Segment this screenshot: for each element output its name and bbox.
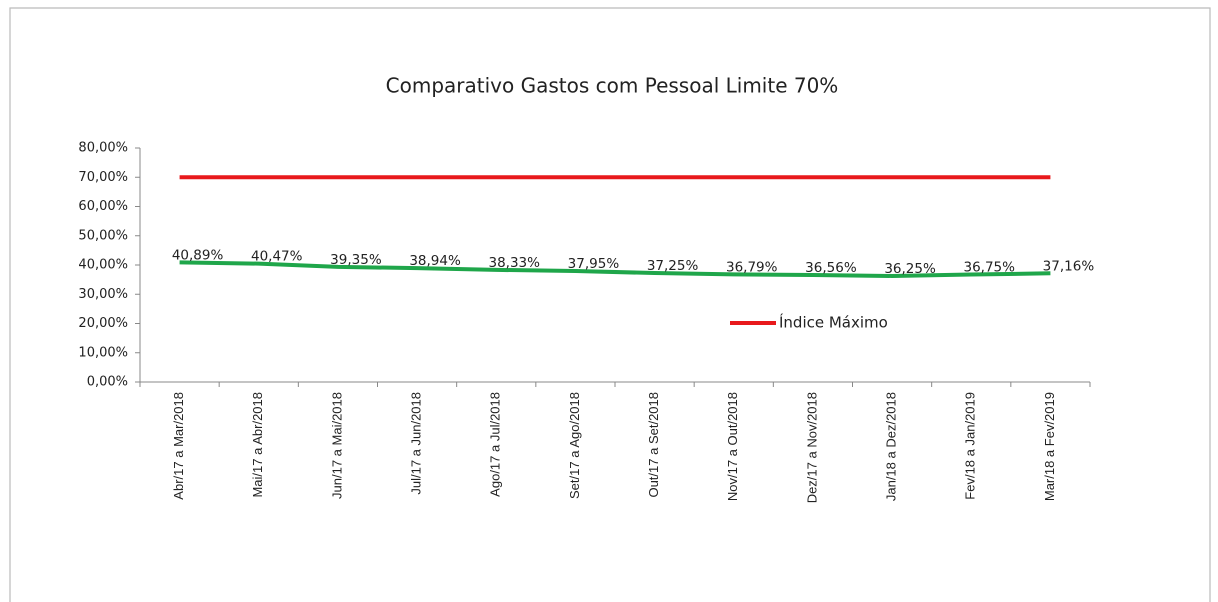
x-tick-label: Mar/18 a Fev/2019 xyxy=(1042,392,1057,501)
data-label: 36,56% xyxy=(805,260,857,276)
chart-frame xyxy=(9,7,1211,602)
x-tick-label: Mai/17 a Abr/2018 xyxy=(250,392,265,498)
x-tick-label: Dez/17 a Nov/2018 xyxy=(804,392,819,503)
y-tick-label: 70,00% xyxy=(78,170,128,185)
x-tick-label: Fev/18 a Jan/2019 xyxy=(963,392,978,500)
y-tick-label: 80,00% xyxy=(78,141,128,156)
y-tick-label: 30,00% xyxy=(78,287,128,302)
data-label: 38,94% xyxy=(409,253,461,269)
x-tick-label: Jan/18 a Dez/2018 xyxy=(884,392,899,501)
series-line xyxy=(179,260,1051,278)
x-tick-label: Out/17 a Set/2018 xyxy=(646,392,661,498)
legend-label: Índice Máximo xyxy=(779,313,888,332)
data-label: 38,33% xyxy=(489,255,541,271)
data-label: 37,95% xyxy=(568,256,620,272)
data-label: 37,16% xyxy=(1043,258,1095,274)
y-tick-label: 50,00% xyxy=(78,228,128,243)
data-label: 39,35% xyxy=(330,252,382,268)
x-tick-label: Ago/17 a Jul/2018 xyxy=(488,392,503,497)
y-tick-label: 60,00% xyxy=(78,199,128,214)
data-label: 37,25% xyxy=(647,258,699,274)
y-tick-label: 40,00% xyxy=(78,258,128,273)
x-tick-label: Jun/17 a Mai/2018 xyxy=(329,392,344,499)
y-tick-label: 10,00% xyxy=(78,345,128,360)
x-tick-label: Jul/17 a Jun/2018 xyxy=(409,392,424,495)
y-tick-label: 20,00% xyxy=(78,316,128,331)
data-label: 36,79% xyxy=(726,259,778,275)
data-label: 36,25% xyxy=(884,261,936,277)
data-label: 40,89% xyxy=(172,247,224,263)
data-label: 36,75% xyxy=(964,260,1016,276)
x-tick-label: Set/17 a Ago/2018 xyxy=(567,392,582,499)
x-tick-label: Nov/17 a Out/2018 xyxy=(725,392,740,501)
data-label: 40,47% xyxy=(251,249,303,265)
x-tick-label: Abr/17 a Mar/2018 xyxy=(171,392,186,500)
y-tick-label: 0,00% xyxy=(87,375,128,390)
chart-title: Comparativo Gastos com Pessoal Limite 70… xyxy=(386,74,839,98)
